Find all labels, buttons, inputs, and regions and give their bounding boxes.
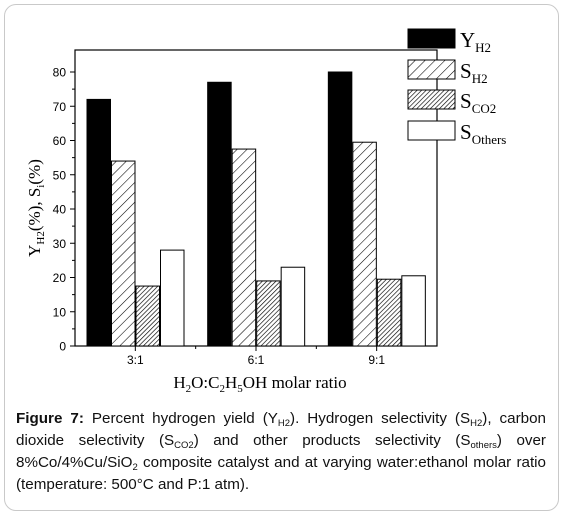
plot-area: 0 10 20 30 40 50 60 70 80 3:1 6:1 9:1 YH2 SH2 SCO2 SOth… [25, 28, 506, 395]
bar [280, 266, 306, 347]
bar [376, 278, 402, 347]
legend-swatch [407, 120, 456, 141]
figure-caption: Figure 7: Percent hydrogen yield (YH2). … [16, 408, 546, 496]
bar [207, 81, 232, 347]
caption-text: ) and other products selectivity (S [193, 432, 471, 449]
y-tick-label: 30 [53, 237, 67, 251]
y-tick-label: 20 [53, 271, 67, 285]
caption-text: Percent hydrogen yield (Y [83, 410, 278, 427]
legend-swatch [407, 28, 456, 49]
legend-swatch [407, 59, 456, 80]
y-tick-label: 70 [53, 100, 67, 114]
legend-swatch [407, 89, 456, 110]
y-tick-label: 50 [53, 168, 67, 182]
caption-subscript: CO2 [174, 440, 194, 451]
legend-label: SH2 [460, 59, 488, 86]
caption-text: ) over 8%Co/4%Cu/SiO [16, 432, 546, 471]
caption-subscript: H2 [470, 418, 483, 429]
y-tick-label: 0 [59, 340, 66, 354]
bar [86, 98, 111, 347]
bar-chart: 0 10 20 30 40 50 60 70 80 3:1 6:1 9:1 YH2 SH2 SCO2 SOth… [25, 28, 506, 395]
caption-text: composite catalyst and at varying water:… [16, 454, 546, 493]
legend-label: YH2 [460, 28, 491, 55]
caption-subscript: 2 [132, 462, 138, 473]
caption-text: ), carbon dioxide selectivity (S [16, 410, 546, 449]
y-tick-label: 60 [53, 134, 67, 148]
y-tick-label: 80 [53, 66, 67, 80]
bar [327, 71, 353, 347]
caption-label: Figure 7: [16, 410, 84, 427]
x-tick-label: 3:1 [127, 353, 144, 367]
legend-label: SCO2 [460, 89, 496, 116]
bar [352, 141, 377, 347]
bar [231, 148, 257, 347]
x-tick-label: 6:1 [248, 353, 265, 367]
y-axis-label: YH2(%), Si(%) [25, 159, 47, 257]
caption-text: ). Hydrogen selectivity (S [290, 410, 471, 427]
bar [111, 160, 136, 347]
caption-subscript: H2 [277, 418, 291, 429]
x-axis-label: H2O:C2H5OH molar ratio [173, 373, 346, 395]
bar [160, 249, 185, 347]
legend-label: SOthers [460, 120, 506, 147]
bar [401, 275, 426, 347]
y-tick-label: 40 [53, 203, 67, 217]
bar [135, 285, 160, 347]
bar [256, 280, 281, 347]
y-tick-label: 10 [53, 305, 67, 319]
x-tick-label: 9:1 [368, 353, 385, 367]
caption-subscript: others [470, 440, 497, 451]
